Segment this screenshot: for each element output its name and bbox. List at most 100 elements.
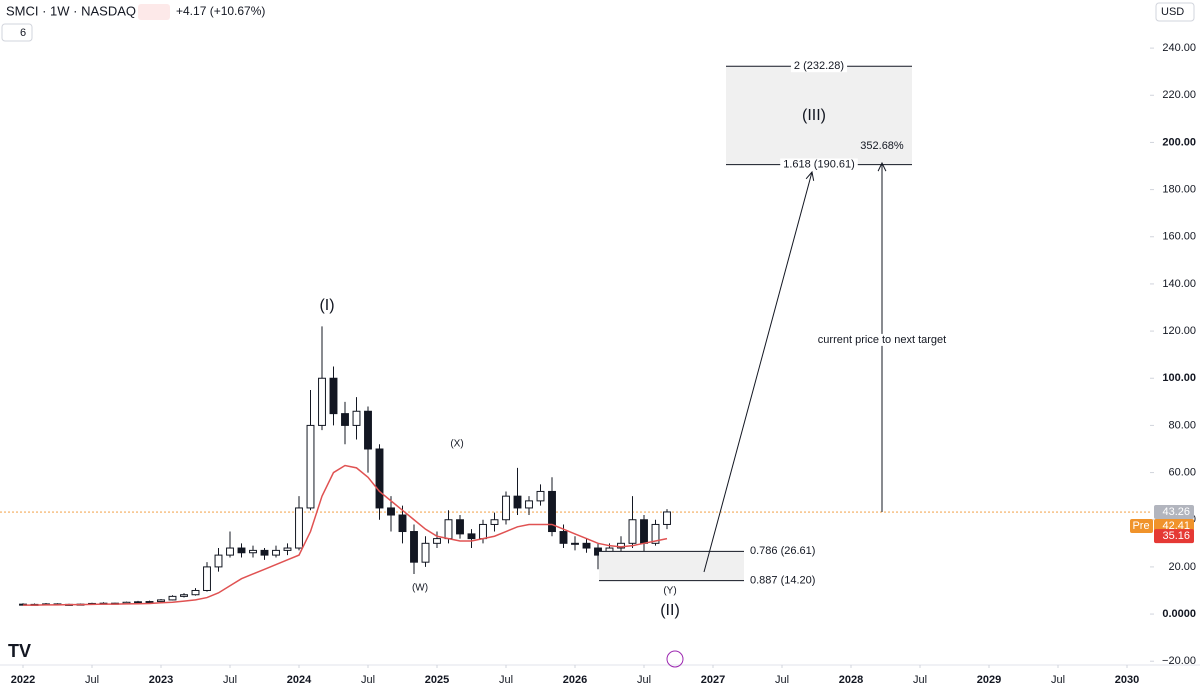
event-icon[interactable]	[666, 650, 684, 668]
y-tick-label: 160.00	[1162, 231, 1196, 243]
candle-body	[479, 523, 487, 540]
candle-body	[352, 410, 361, 426]
candle-body	[306, 424, 315, 509]
x-tick-label: Jul	[499, 674, 513, 686]
y-tick-label: 20.00	[1168, 561, 1196, 573]
candle-body	[467, 533, 476, 540]
candle-body	[640, 519, 648, 544]
candle-body	[433, 538, 441, 544]
x-tick-label: 2029	[977, 674, 1001, 686]
candle-body	[134, 601, 142, 604]
y-tick-label: 100.00	[1162, 372, 1196, 384]
y-tick-label: 180.00	[1162, 184, 1196, 196]
candle-body	[191, 589, 200, 596]
fib-label: 1.618 (190.61)	[783, 158, 855, 170]
fib-label-bg	[790, 60, 848, 73]
y-tick-label: 220.00	[1162, 89, 1196, 101]
x-tick-label: Jul	[223, 674, 237, 686]
candle-body	[628, 519, 637, 544]
x-tick-label: 2026	[563, 674, 587, 686]
candle-body	[398, 514, 407, 533]
candle-body	[456, 519, 464, 535]
candle-body	[157, 599, 165, 603]
candle-body	[525, 500, 533, 509]
x-tick-label: 2022	[11, 674, 35, 686]
status-badge	[138, 4, 170, 20]
candle-body	[502, 495, 510, 521]
candle-body	[180, 594, 188, 597]
candle-body	[663, 511, 671, 525]
target-arrow-head	[877, 161, 887, 172]
y-tick-label: −20.00	[1162, 655, 1196, 667]
candle-body	[168, 595, 177, 601]
y-tick-label: 240.00	[1162, 42, 1196, 54]
logo: TV	[8, 641, 31, 661]
candle-body	[329, 377, 338, 415]
candle-body	[444, 519, 453, 540]
target-note-bg	[815, 333, 949, 346]
projection-arrow-head	[805, 170, 815, 181]
candle-body	[260, 549, 269, 556]
y-tick-label: 60.00	[1168, 466, 1196, 478]
x-tick-label: 2027	[701, 674, 725, 686]
candle-body	[536, 490, 545, 502]
chart-title: SMCI · 1W · NASDAQ	[6, 3, 136, 18]
y-tick-label: 140.00	[1162, 278, 1196, 290]
target-note: current price to next target	[818, 334, 946, 346]
change: +4.17 (+10.67%)	[176, 4, 265, 18]
candle-body	[295, 507, 303, 549]
wave-label: (I)	[319, 297, 334, 314]
indicator-toggle[interactable]	[1, 23, 33, 42]
candle-body	[364, 410, 372, 450]
candle-body	[421, 542, 430, 563]
candle-body	[375, 448, 384, 509]
x-tick-label: 2025	[425, 674, 449, 686]
currency: USD	[1161, 6, 1184, 18]
y-tick-label: 0.0000	[1162, 608, 1196, 620]
candle-body	[410, 531, 418, 563]
x-tick-label: Jul	[1051, 674, 1065, 686]
candle-body	[559, 531, 568, 544]
y-tick-label: 80.00	[1168, 419, 1196, 431]
projection-arrow	[703, 171, 813, 573]
candle-body	[490, 519, 499, 525]
x-tick-label: Jul	[637, 674, 651, 686]
candle-body	[249, 549, 257, 554]
price-label-bg	[1154, 529, 1194, 544]
currency-button[interactable]	[1155, 2, 1195, 22]
candle-body	[145, 601, 154, 604]
x-tick-label: Jul	[361, 674, 375, 686]
x-tick-label: 2023	[149, 674, 173, 686]
candle-body	[272, 549, 280, 556]
x-tick-label: Jul	[775, 674, 789, 686]
candle-body	[318, 377, 326, 426]
y-tick-label: 120.00	[1162, 325, 1196, 337]
price-label: 35.16	[1162, 530, 1190, 542]
price-label-bg	[1154, 505, 1194, 520]
x-tick-label: 2028	[839, 674, 863, 686]
wave-label: (W)	[412, 583, 428, 594]
x-tick-label: 2030	[1115, 674, 1139, 686]
candle-body	[203, 566, 211, 591]
support-box	[599, 551, 744, 581]
candle-body	[283, 547, 292, 551]
moving-average	[23, 464, 668, 606]
fib-label: 2 (232.28)	[794, 60, 844, 72]
y-tick-label: 200.00	[1162, 136, 1196, 148]
fib-label: 0.786 (26.61)	[750, 545, 815, 557]
pre-tag: Pre	[1132, 520, 1149, 532]
candle-body	[341, 413, 349, 426]
x-tick-label: Jul	[913, 674, 927, 686]
candle-body	[548, 490, 556, 533]
fib-label: 0.887 (14.20)	[750, 574, 815, 586]
wave-label: (X)	[450, 439, 463, 450]
indicator-count: 6	[20, 27, 26, 39]
price-label: 43.26	[1162, 506, 1190, 518]
fib-label-bg	[780, 158, 858, 171]
candle-body	[387, 507, 395, 516]
wave-label: (II)	[660, 602, 680, 619]
x-tick-label: 2024	[287, 674, 312, 686]
candle-body	[571, 542, 579, 545]
candle-body	[513, 495, 522, 509]
